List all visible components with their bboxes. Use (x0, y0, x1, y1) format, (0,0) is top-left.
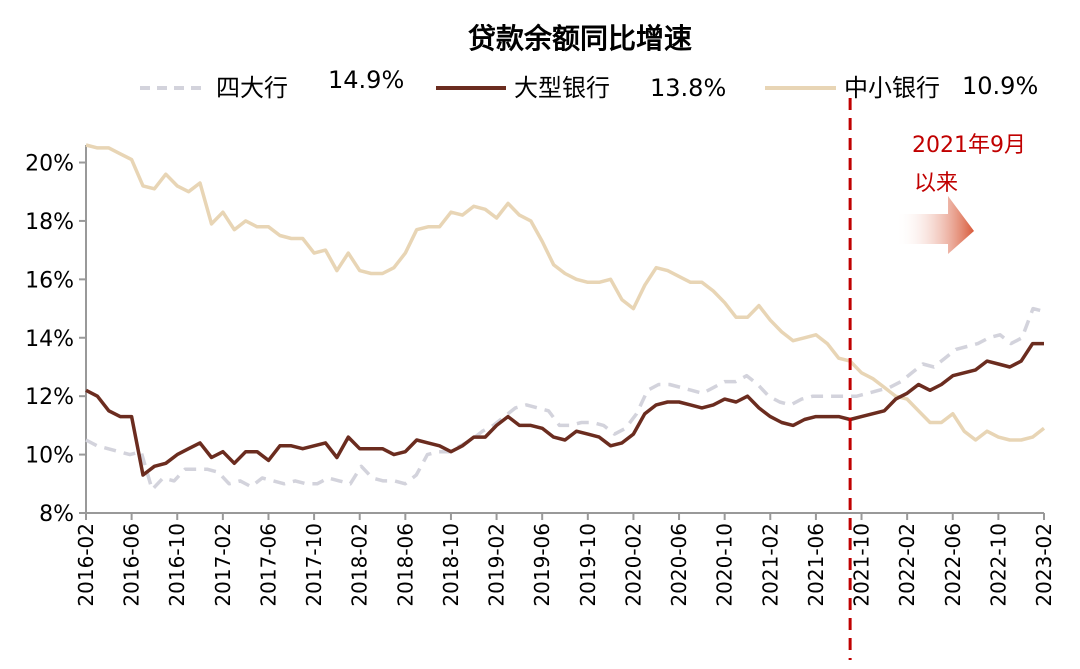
y-tick-label: 14% (25, 327, 74, 352)
x-tick-label: 2017-10 (302, 523, 326, 607)
axes (85, 145, 1044, 514)
y-tick-label: 16% (25, 268, 74, 293)
x-tick-label: 2020-10 (713, 523, 737, 607)
x-ticks: 2016-02 2016-06 2016-10 2017-02 2017-06 2017-… (74, 513, 1056, 607)
x-tick-label: 2022-02 (895, 523, 919, 607)
x-tick-label: 2017-02 (211, 523, 235, 607)
x-tick-label: 2023-02 (1032, 523, 1056, 607)
legend-label-1: 大型银行 (514, 74, 610, 102)
x-tick-label: 2018-02 (348, 523, 372, 607)
x-tick-label: 2020-02 (621, 523, 645, 607)
x-tick-label: 2018-06 (393, 523, 417, 607)
x-tick-label: 2016-06 (120, 523, 144, 607)
y-tick-label: 10% (25, 444, 74, 469)
x-tick-label: 2020-06 (667, 523, 691, 607)
x-tick-label: 2022-06 (941, 523, 965, 607)
series-line-large-banks (85, 341, 1044, 477)
legend-value-1: 13.8% (650, 74, 726, 102)
y-tick-label: 20% (25, 152, 74, 177)
x-tick-label: 2021-10 (850, 523, 874, 607)
series-layer (85, 143, 1046, 492)
x-tick-label: 2019-02 (485, 523, 509, 607)
y-tick-label: 18% (25, 210, 74, 235)
x-tick-label: 2019-10 (576, 523, 600, 607)
y-tick-label: 8% (39, 502, 74, 527)
x-tick-label: 2021-02 (758, 523, 782, 607)
x-tick-label: 2019-06 (530, 523, 554, 607)
y-tick-label: 12% (25, 385, 74, 410)
x-tick-label: 2021-06 (804, 523, 828, 607)
legend-label-0: 四大行 (216, 74, 288, 102)
series-line-big-four (85, 306, 1045, 492)
y-ticks: 8% 10% 12% 14% 16% 18% 20% (25, 152, 86, 527)
x-tick-label: 2016-10 (165, 523, 189, 607)
legend-value-2: 10.9% (962, 72, 1038, 100)
annotation-text-line1: 2021年9月 (912, 133, 1026, 158)
arrow-right-icon (896, 196, 974, 254)
legend-value-0: 14.9% (328, 66, 404, 94)
x-tick-label: 2018-10 (439, 523, 463, 607)
legend-label-2: 中小银行 (844, 74, 940, 102)
x-tick-label: 2017-06 (256, 523, 280, 607)
x-tick-label: 2016-02 (74, 523, 98, 607)
chart-title: 贷款余额同比增速 (468, 22, 692, 55)
legend: 四大行 14.9% 大型银行 13.8% 中小银行 10.9% (140, 66, 1038, 102)
x-tick-label: 2022-10 (986, 523, 1010, 607)
series-line-small-medium-banks (85, 143, 1046, 442)
annotation-text-line2: 以来 (914, 171, 958, 196)
